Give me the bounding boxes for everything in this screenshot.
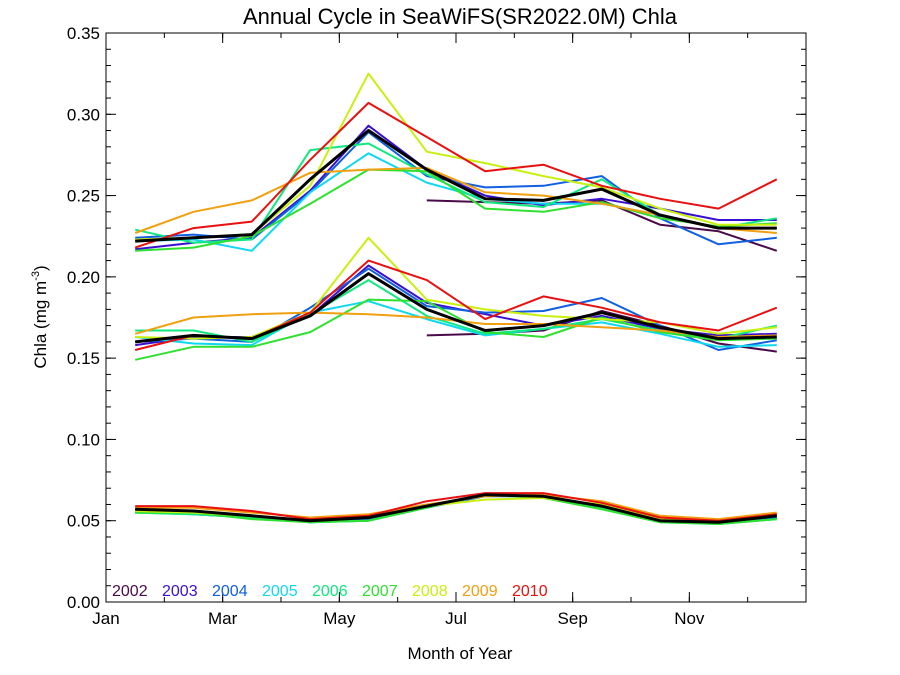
x-tick-label: May [323, 609, 356, 628]
series-2010-upper-line [135, 103, 777, 248]
y-tick-label: 0.25 [67, 187, 100, 206]
legend-entry-2004: 2004 [212, 583, 248, 600]
series-lines [135, 74, 777, 524]
y-tick-label: 0.35 [67, 24, 100, 43]
x-axis-label: Month of Year [408, 644, 513, 663]
y-axis-label-base: Chla (mg m [31, 281, 50, 369]
legend-entry-2002: 2002 [112, 583, 148, 600]
series-2008-middle-line [135, 238, 777, 339]
legend-entry-2006: 2006 [312, 583, 348, 600]
legend-entry-2010: 2010 [512, 583, 548, 600]
x-tick-label: Jul [445, 609, 467, 628]
legend-entry-2007: 2007 [362, 583, 398, 600]
legend: 2002 2003 2004 2005 2006 2007 2008 2009 2010 [112, 583, 548, 600]
chart-canvas: Annual Cycle in SeaWiFS(SR2022.0M) Chla … [0, 0, 900, 675]
x-tick-label: Mar [208, 609, 238, 628]
x-tick-label: Sep [558, 609, 588, 628]
y-tick-label: 0.10 [67, 430, 100, 449]
series-2008-upper-line [135, 74, 777, 240]
legend-entry-2003: 2003 [162, 583, 198, 600]
y-tick-label: 0.20 [67, 268, 100, 287]
chart-title: Annual Cycle in SeaWiFS(SR2022.0M) Chla [243, 4, 678, 29]
y-tick-label: 0.30 [67, 105, 100, 124]
y-axis-label-tail: ) [31, 265, 50, 271]
x-tick-label: Nov [674, 609, 705, 628]
y-axis-label: Chla (mg m-3) [30, 265, 50, 368]
legend-entry-2008: 2008 [412, 583, 448, 600]
x-tick-label: Jan [92, 609, 119, 628]
y-axis-label-sup: -3 [30, 271, 42, 281]
y-tick-label: 0.05 [67, 512, 100, 531]
y-tick-label: 0.15 [67, 349, 100, 368]
legend-entry-2005: 2005 [262, 583, 298, 600]
legend-entry-2009: 2009 [462, 583, 498, 600]
